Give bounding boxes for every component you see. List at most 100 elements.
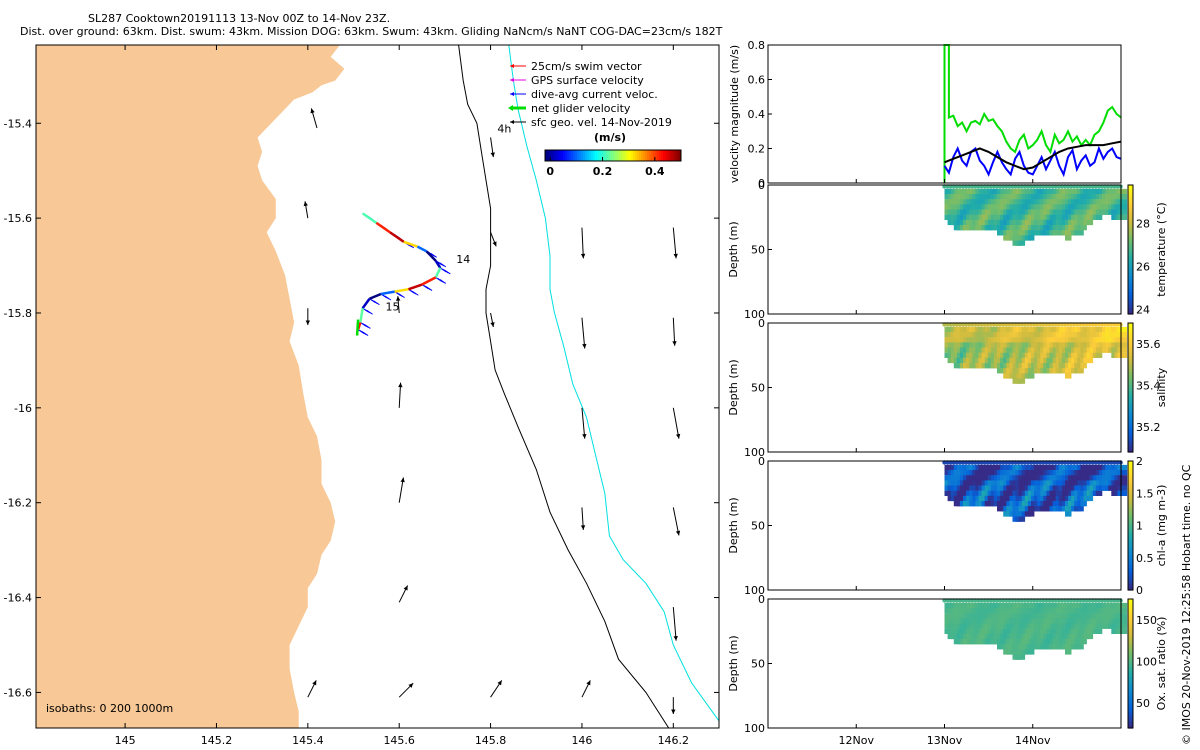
section-colorbar-cell-salinity-25 — [1128, 368, 1133, 372]
sfc-vector-20-head — [408, 683, 414, 688]
section-colorbar-tick-salinity-2: 35.6 — [1136, 338, 1161, 351]
section-colorbar-frame-temperature — [1127, 184, 1134, 315]
section-colorbar-tick-salinity-0: 35.2 — [1136, 421, 1161, 434]
track-segment-13 — [361, 298, 371, 309]
sfc-vector-4-head — [580, 253, 586, 259]
section-colorbar-cell-temperature-38 — [1128, 188, 1133, 193]
colorbar-cell-37 — [619, 150, 622, 161]
section-colorbar-cell-salinity-38 — [1128, 326, 1133, 331]
map-xtick-label-2: 145.4 — [292, 734, 324, 747]
section-colorbar-cell-salinity-21 — [1128, 381, 1133, 385]
section-colorbar-cell-salinity-7 — [1128, 426, 1133, 431]
section-colorbar-cell-salinity-0 — [1128, 448, 1133, 453]
colorbar-cell-65 — [675, 150, 678, 161]
section-colorbar-cell-chla-39 — [1128, 461, 1133, 465]
section-cell-temperature-471 — [1120, 214, 1128, 220]
velocity-series — [943, 44, 1122, 183]
colorbar-cell-64 — [673, 150, 676, 161]
section-colorbar-cell-temperature-10 — [1128, 278, 1133, 283]
colorbar-ticks: 0 0.2 0.4 — [546, 157, 665, 178]
map-legend: 25cm/s swim vector GPS surface velocity … — [508, 60, 672, 129]
section-colorbar-cell-oxsat-35 — [1128, 611, 1133, 616]
legend-item-net-velocity: net glider velocity — [508, 102, 631, 115]
isobath-legend-label: isobaths: 0 200 1000m — [46, 702, 173, 715]
section-colorbar-cell-chla-32 — [1128, 483, 1133, 488]
legend-item-dac: dive-avg current veloc. — [510, 88, 658, 101]
track-segment-8 — [421, 276, 437, 286]
section-cell-temperature-469 — [1120, 204, 1128, 210]
section-colorbar-cell-temperature-36 — [1128, 194, 1133, 199]
track-segment-1 — [375, 221, 391, 234]
section-colorbar-cell-chla-35 — [1128, 473, 1133, 478]
section-colorbar-cell-oxsat-38 — [1128, 602, 1133, 607]
section-colorbar-cell-temperature-17 — [1128, 255, 1133, 260]
section-colorbar-cell-oxsat-16 — [1128, 673, 1133, 677]
colorbar-cell-41 — [627, 150, 630, 161]
legend-arrowhead-sfc-icon — [510, 120, 514, 124]
section-colorbar-cell-salinity-33 — [1128, 342, 1133, 347]
legend-label-sfc: sfc geo. vel. 14-Nov-2019 — [531, 116, 672, 129]
section-colorbar-tick-temperature-1: 26 — [1136, 261, 1150, 274]
legend-arrowhead-dac-icon — [510, 92, 514, 96]
section-colorbar-cell-chla-6 — [1128, 567, 1133, 572]
section-colorbar-cell-oxsat-10 — [1128, 692, 1133, 697]
sfc-vector-14-head — [400, 477, 405, 483]
section-ytick-label-salinity-1: 50 — [751, 382, 765, 395]
section-colorbar-cell-salinity-8 — [1128, 422, 1133, 427]
sfc-vector-9 — [581, 317, 586, 349]
sfc-vector-16 — [672, 507, 680, 536]
section-cell-temperature-395 — [1080, 225, 1087, 231]
section-cell-oxsat-242 — [1027, 649, 1035, 655]
velocity-ylabel: velocity magnitude (m/s) — [728, 45, 741, 183]
section-ylabel-oxsat: Depth (m) — [727, 635, 740, 691]
section-colorbar-cell-chla-33 — [1128, 480, 1133, 485]
colorbar-cell-6 — [557, 150, 560, 161]
colorbar-cell-50 — [645, 150, 648, 161]
section-cell-oxsat-427 — [1095, 628, 1103, 634]
section-colorbar-cell-chla-29 — [1128, 493, 1133, 498]
section-panel-temperature: 0 50 100 Depth (m) 24 26 28 temperature (°C) — [727, 179, 1168, 321]
section-cell-salinity-351 — [1065, 373, 1072, 379]
section-colorbar-cell-chla-24 — [1128, 509, 1133, 514]
colorbar-cell-16 — [577, 150, 580, 161]
legend-label-net: net glider velocity — [531, 102, 631, 115]
section-colorbar-tick-chla-4: 2 — [1136, 455, 1143, 468]
section-colorbar-cell-oxsat-34 — [1128, 615, 1133, 619]
section-cell-oxsat-471 — [1120, 628, 1128, 634]
map-xtick-label-3: 145.6 — [383, 734, 415, 747]
sfc-vector-8-head — [490, 322, 495, 327]
section-colorbar-cell-salinity-4 — [1128, 435, 1133, 440]
section-cell-temperature-466 — [1120, 188, 1128, 195]
section-colorbar-cell-salinity-9 — [1128, 419, 1133, 424]
section-cell-temperature-409 — [1086, 219, 1094, 226]
dac-vector-11-2 — [398, 293, 405, 299]
colorbar-tick-label-2: 0.4 — [645, 165, 665, 178]
section-colorbar-cell-temperature-26 — [1128, 226, 1133, 231]
sfc-vector-10 — [672, 317, 676, 346]
section-cell-temperature-387 — [1077, 230, 1084, 236]
track-segment-4 — [416, 245, 428, 253]
dac-vector-10-2 — [412, 290, 419, 296]
time-tick-label-1: 13Nov — [927, 734, 963, 747]
section-colorbar-cell-salinity-18 — [1128, 390, 1133, 395]
legend-arrowhead-gps-icon — [510, 78, 514, 82]
net-velocity-arrow — [355, 319, 360, 336]
sfc-vector-16-head — [675, 530, 681, 536]
section-colorbar-cell-temperature-15 — [1128, 262, 1133, 267]
sfc-vector-23-head — [671, 709, 676, 714]
velocity-ytick-label-4: 0.8 — [748, 39, 766, 52]
sfc-vector-5 — [672, 227, 677, 259]
section-colorbar-cell-oxsat-8 — [1128, 698, 1133, 703]
section-colorbar-cell-chla-11 — [1128, 551, 1133, 556]
section-colorbar-cell-temperature-34 — [1128, 201, 1133, 205]
colorbar-cell-21 — [587, 150, 590, 161]
section-cell-chla-427 — [1095, 490, 1103, 496]
section-colorbar-cell-temperature-9 — [1128, 281, 1133, 286]
section-colorbar-cell-oxsat-12 — [1128, 686, 1133, 690]
section-colorbar-cell-temperature-28 — [1128, 220, 1133, 225]
section-cell-temperature-427 — [1095, 214, 1103, 220]
track-segment-0 — [361, 212, 378, 224]
section-colorbar-label-oxsat: Ox. sat. ratio (%) — [1155, 617, 1168, 711]
sfc-vector-15-head — [580, 525, 586, 530]
sfc-vector-17-head — [403, 585, 408, 591]
